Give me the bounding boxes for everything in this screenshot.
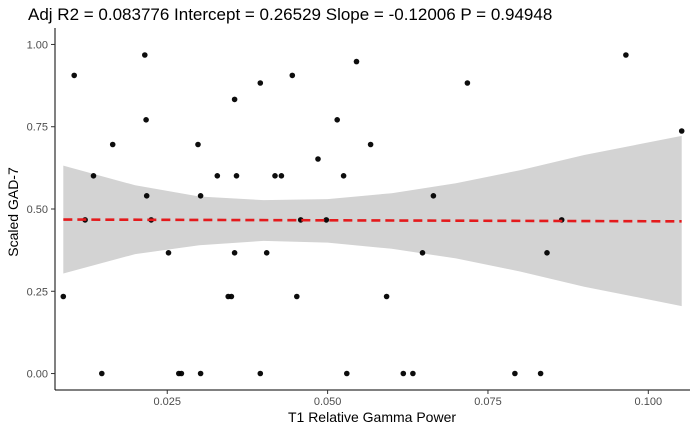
y-tick-label: 0.50 (27, 204, 48, 216)
x-axis-ticks: 0.025 0.050 0.075 0.100 (153, 390, 662, 408)
y-tick-label: 0.75 (27, 122, 48, 134)
data-point (257, 80, 264, 86)
chart-title: Adj R2 = 0.083776 Intercept = 0.26529 Sl… (28, 5, 552, 24)
data-point (430, 193, 437, 199)
data-point (197, 193, 204, 199)
data-point (294, 293, 300, 300)
y-tick-label: 1.00 (27, 39, 48, 51)
data-point (410, 370, 416, 377)
data-point (231, 250, 238, 256)
data-point (678, 128, 685, 134)
y-tick-label: 0.25 (27, 286, 48, 298)
data-point (233, 173, 240, 179)
data-point (214, 173, 221, 179)
plot-area (60, 52, 685, 377)
data-point (512, 370, 518, 377)
x-tick-label: 0.075 (474, 396, 502, 408)
x-tick-label: 0.100 (635, 396, 663, 408)
data-point (195, 141, 201, 148)
x-tick-label: 0.050 (314, 396, 342, 408)
data-point (344, 370, 350, 377)
data-point (228, 293, 235, 300)
data-point (544, 250, 550, 256)
data-point (263, 250, 270, 256)
data-point (623, 52, 629, 58)
data-point (334, 117, 341, 123)
data-point (197, 370, 204, 377)
data-point (419, 250, 426, 256)
y-axis-title: Scaled GAD-7 (5, 167, 21, 257)
data-point (90, 173, 97, 179)
data-point (537, 370, 544, 377)
data-point (142, 52, 148, 58)
data-point (278, 173, 285, 179)
data-point (400, 370, 407, 377)
data-points (60, 52, 685, 377)
x-tick-label: 0.025 (153, 396, 181, 408)
data-point (383, 293, 390, 300)
data-point (71, 72, 77, 79)
data-point (367, 141, 374, 148)
data-point (257, 370, 264, 377)
data-point (289, 72, 296, 79)
regression-line (63, 218, 682, 223)
data-point (60, 293, 67, 300)
x-axis-title: T1 Relative Gamma Power (288, 409, 456, 425)
data-point (109, 141, 116, 148)
data-point (165, 250, 172, 256)
data-point (231, 96, 238, 103)
data-point (353, 58, 360, 65)
data-point (464, 80, 471, 86)
y-tick-label: 0.00 (27, 369, 48, 381)
data-point (340, 173, 347, 179)
data-point (315, 156, 321, 162)
data-point (323, 217, 330, 223)
data-point (143, 193, 150, 199)
data-point (143, 117, 149, 123)
data-point (272, 173, 278, 179)
y-axis-ticks: 0.00 0.25 0.50 0.75 1.00 (27, 39, 55, 381)
data-point (99, 370, 105, 377)
data-point (178, 370, 185, 377)
